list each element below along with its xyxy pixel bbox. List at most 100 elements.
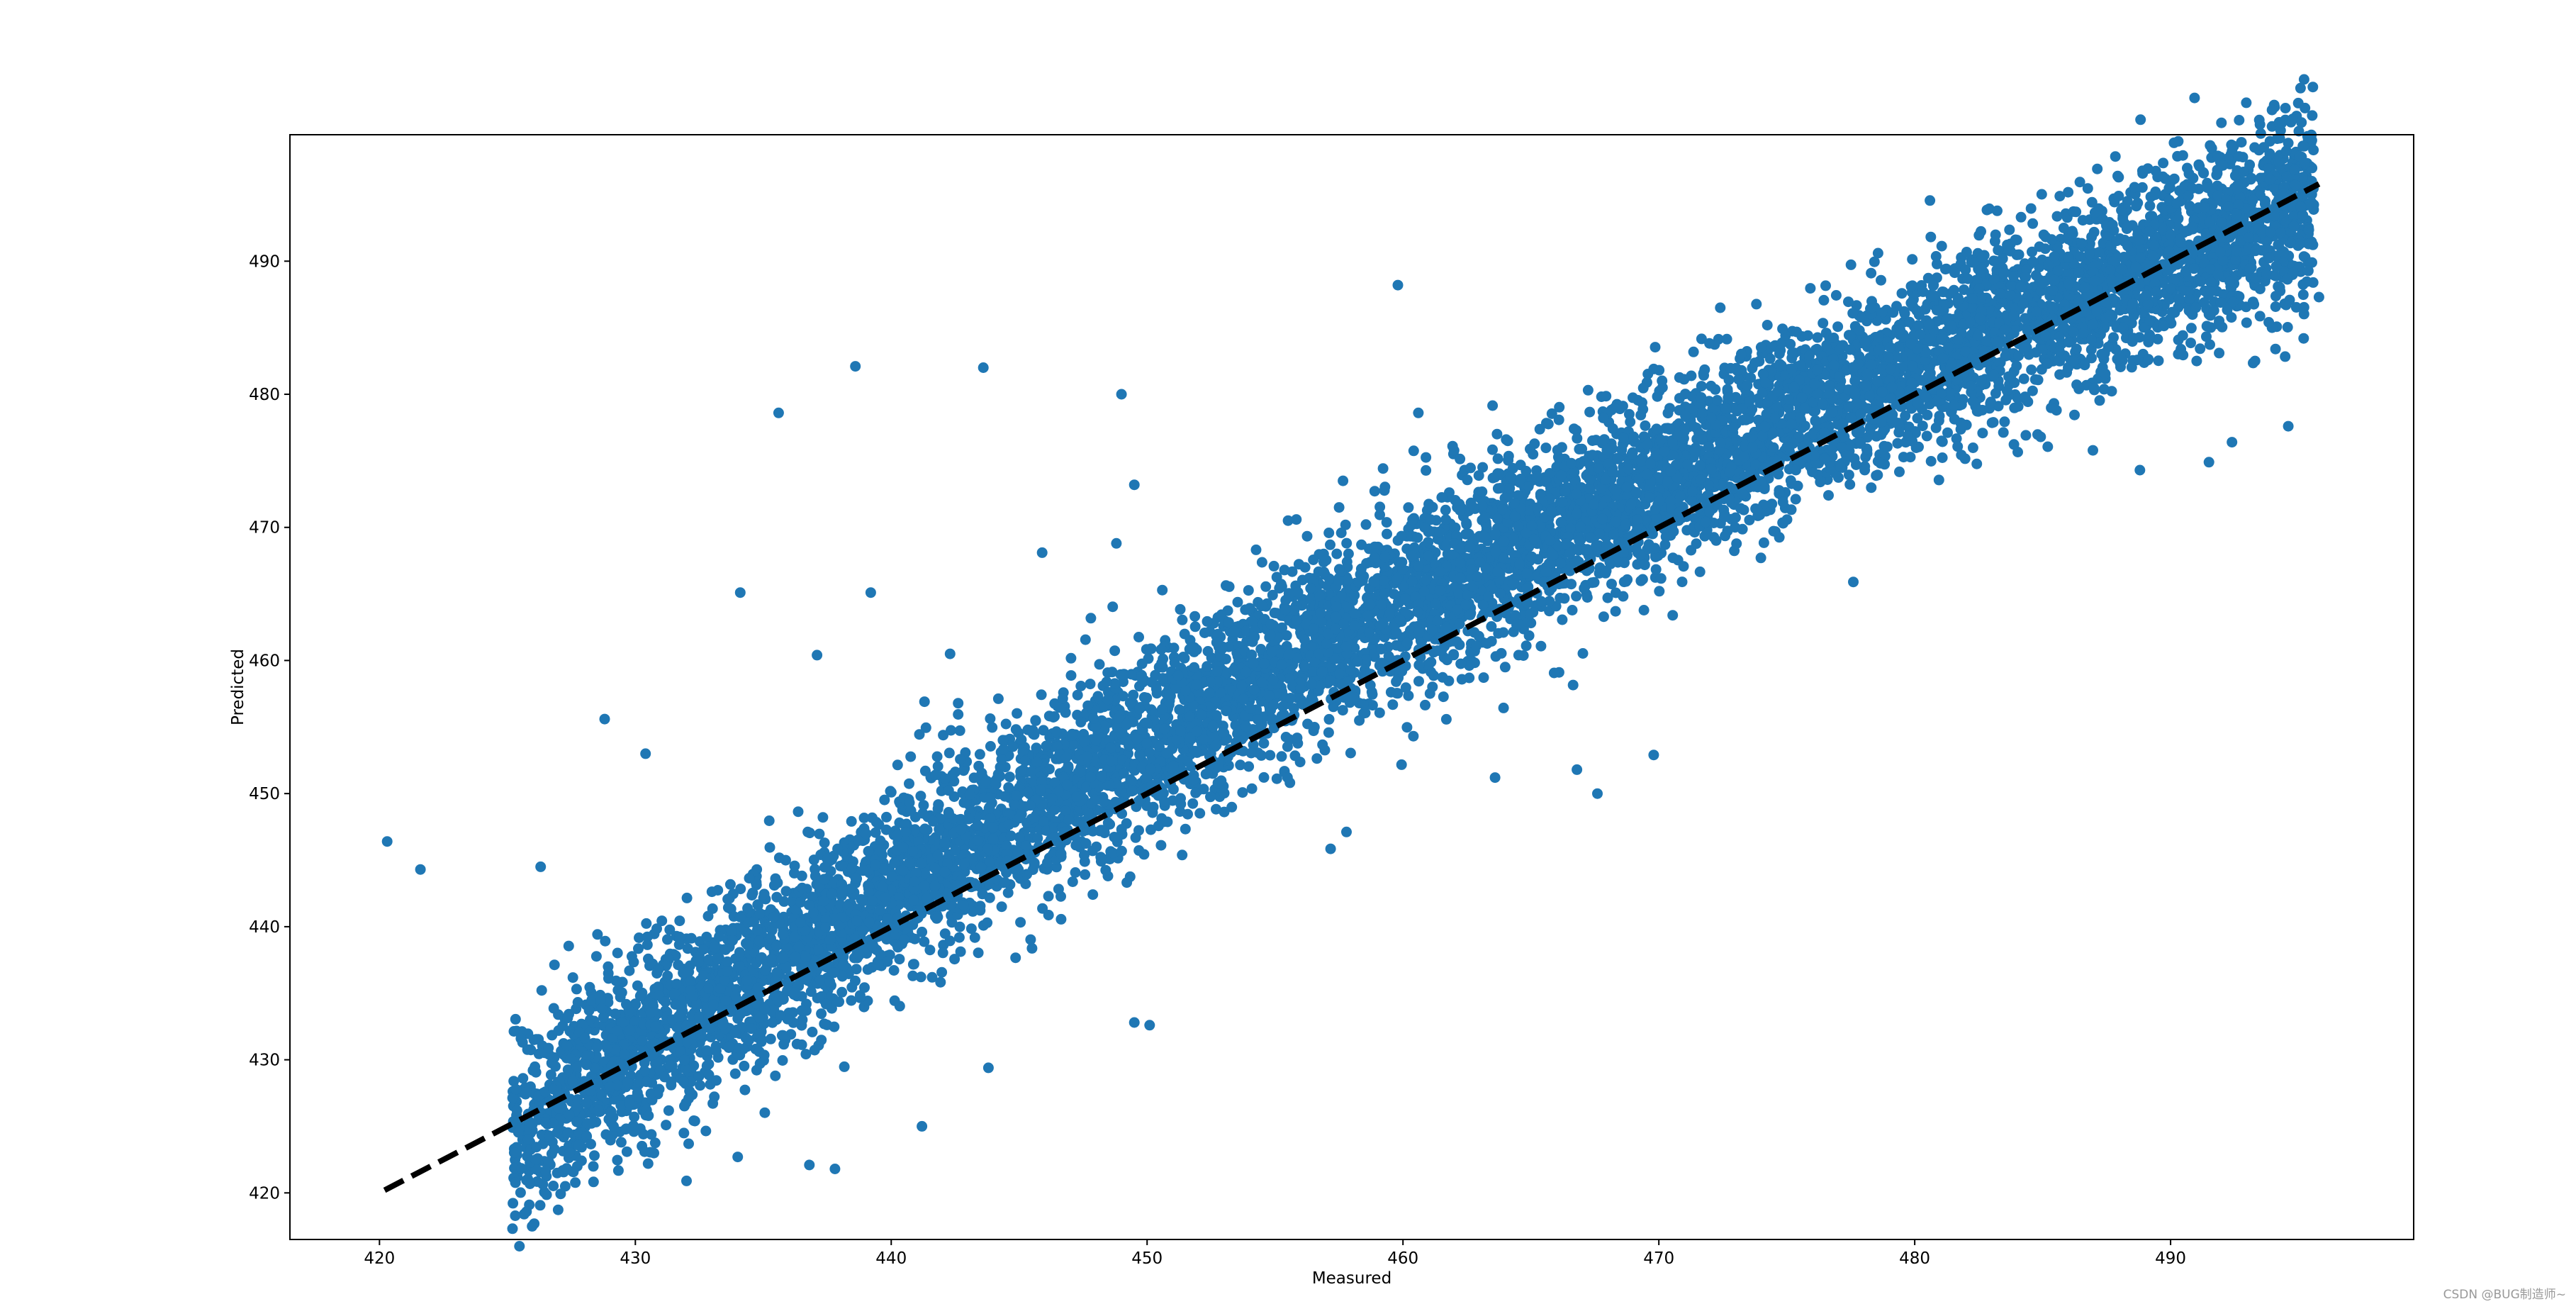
- scatter-point: [1177, 614, 1188, 625]
- scatter-point: [1638, 605, 1650, 615]
- scatter-point: [1664, 403, 1675, 414]
- scatter-point: [1786, 478, 1797, 489]
- scatter-point: [612, 947, 623, 959]
- scatter-point: [700, 1125, 712, 1137]
- scatter-point: [1277, 622, 1287, 633]
- scatter-point: [2137, 182, 2148, 193]
- scatter-point: [642, 939, 653, 950]
- scatter-point: [2280, 299, 2292, 311]
- scatter-point: [1650, 342, 1661, 353]
- scatter-point: [508, 1076, 520, 1087]
- scatter-point: [1491, 428, 1503, 440]
- scatter-point: [1401, 722, 1413, 733]
- scatter-point: [583, 1005, 595, 1016]
- scatter-point: [572, 997, 583, 1008]
- scatter-point: [1070, 867, 1081, 878]
- scatter-point: [889, 995, 900, 1006]
- scatter-point: [1487, 400, 1499, 411]
- scatter-point: [1999, 416, 2010, 428]
- scatter-point: [724, 879, 736, 890]
- scatter-point: [2020, 430, 2032, 441]
- scatter-point: [1180, 823, 1191, 835]
- scatter-point: [1844, 479, 1856, 490]
- scatter-point: [1187, 798, 1199, 809]
- scatter-point: [751, 1064, 762, 1076]
- scatter-point: [2074, 177, 2085, 188]
- scatter-point: [1400, 682, 1411, 693]
- scatter-point: [1577, 443, 1588, 455]
- scatter-point: [851, 964, 862, 975]
- scatter-point: [954, 725, 965, 736]
- scatter-point: [1876, 274, 1886, 286]
- scatter-point: [1688, 346, 1699, 357]
- scatter-point: [1676, 576, 1688, 588]
- scatter-point: [702, 910, 714, 922]
- scatter-point: [817, 812, 829, 823]
- scatter-point: [915, 971, 926, 983]
- scatter-point: [904, 778, 914, 789]
- scatter-point: [2236, 137, 2247, 148]
- scatter-point: [1582, 384, 1594, 396]
- scatter-point: [1246, 783, 1258, 794]
- scatter-point: [862, 964, 873, 975]
- scatter-point: [1325, 843, 1336, 854]
- scatter-point: [1211, 803, 1221, 815]
- scatter-point: [1696, 381, 1707, 392]
- scatter-point: [819, 837, 830, 849]
- scatter-point: [1420, 699, 1430, 710]
- scatter-point: [953, 698, 964, 709]
- scatter-point: [1130, 832, 1141, 843]
- scatter-point: [1289, 750, 1301, 762]
- scatter-point: [545, 1069, 556, 1081]
- scatter-point: [992, 693, 1004, 704]
- scatter-point: [907, 970, 919, 981]
- scatter-point: [514, 1241, 525, 1252]
- scatter-point: [2058, 223, 2069, 233]
- scatter-point: [1812, 332, 1823, 343]
- scatter-point: [1461, 518, 1472, 529]
- scatter-point: [674, 931, 685, 942]
- scatter-point: [2241, 97, 2252, 108]
- scatter-point: [1243, 761, 1255, 772]
- scatter-point: [1055, 913, 1067, 925]
- scatter-point: [683, 1093, 694, 1104]
- scatter-point: [859, 982, 870, 993]
- scatter-point: [2270, 301, 2281, 312]
- scatter-point: [1830, 290, 1842, 301]
- scatter-point: [641, 918, 652, 929]
- scatter-point: [510, 1013, 521, 1025]
- scatter-point: [1438, 691, 1449, 703]
- scatter-point: [649, 1147, 659, 1159]
- scatter-point: [780, 886, 792, 897]
- scatter-point: [1004, 771, 1015, 783]
- scatter-point: [881, 811, 892, 823]
- scatter-point: [2191, 355, 2202, 367]
- scatter-point: [2112, 170, 2123, 182]
- scatter-point: [1085, 679, 1096, 690]
- scatter-point: [629, 1111, 640, 1122]
- scatter-point: [1403, 690, 1414, 701]
- scatter-point: [1226, 801, 1238, 813]
- scatter-point: [1843, 296, 1854, 308]
- scatter-point: [2046, 402, 2057, 413]
- scatter-point: [2067, 228, 2078, 239]
- scatter-point: [2185, 338, 2196, 349]
- scatter-point: [1492, 453, 1503, 464]
- scatter-point: [846, 815, 857, 827]
- scatter-point: [809, 1044, 820, 1056]
- scatter-point: [1333, 502, 1345, 513]
- scatter-point: [2092, 163, 2103, 174]
- scatter-point: [1925, 195, 1936, 206]
- scatter-point: [1981, 204, 1993, 216]
- scatter-point: [1000, 718, 1012, 730]
- scatter-point: [1043, 891, 1054, 902]
- scatter-point: [2234, 151, 2245, 162]
- scatter-point: [1977, 428, 1988, 439]
- scatter-point: [2015, 211, 2027, 223]
- scatter-point: [1232, 596, 1243, 608]
- scatter-point: [1440, 713, 1452, 725]
- scatter-point: [1751, 299, 1762, 310]
- scatter-point: [1343, 548, 1354, 559]
- scatter-point: [2297, 289, 2309, 301]
